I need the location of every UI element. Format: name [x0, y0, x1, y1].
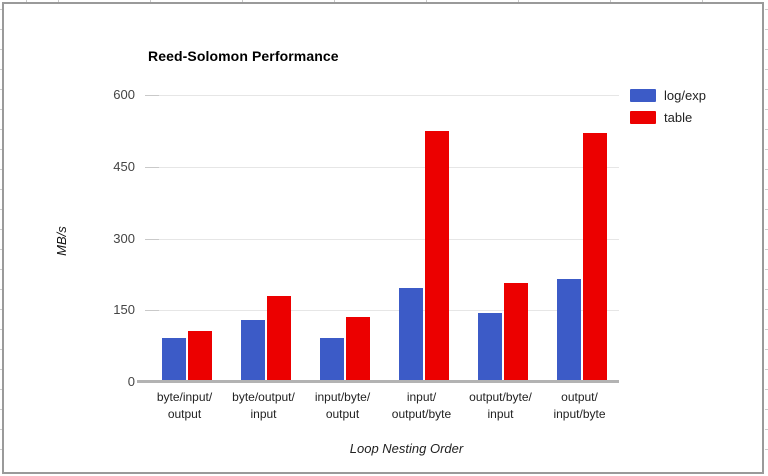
x-category-label-line: input/: [406, 390, 437, 404]
sheet-grid-ticks-right: [765, 9, 768, 469]
sheet-grid-ticks-top: [0, 0, 768, 2]
x-category-label-line: input: [250, 407, 277, 421]
x-category-label-line: input/byte/: [314, 390, 371, 404]
bar[interactable]: [399, 287, 423, 382]
legend: log/exp table: [630, 89, 706, 133]
legend-item: log/exp: [630, 89, 706, 102]
y-tick-label: 450: [113, 158, 135, 174]
bar[interactable]: [557, 278, 581, 382]
y-tick-label: 600: [113, 87, 135, 102]
x-category-label: output/input/byte: [540, 389, 619, 423]
bar[interactable]: [320, 338, 344, 382]
x-category-label-line: output: [325, 407, 360, 421]
x-category-label-line: input/byte: [553, 407, 606, 421]
bar[interactable]: [241, 320, 265, 382]
y-tick-label: 300: [113, 230, 135, 246]
y-axis-title: MB/s: [54, 226, 69, 256]
legend-label: log/exp: [664, 88, 706, 103]
gridline: [145, 95, 619, 96]
gridline: [145, 310, 619, 312]
bar[interactable]: [346, 317, 370, 382]
gridline: [145, 166, 619, 168]
bar[interactable]: [504, 283, 528, 382]
legend-label: table: [664, 110, 693, 125]
x-category-label-line: output/byte: [391, 407, 452, 421]
bar[interactable]: [478, 313, 502, 382]
y-tick-label: 0: [127, 374, 135, 389]
x-category-label: input/byte/output: [303, 389, 382, 423]
x-category-label-line: input: [487, 407, 514, 421]
x-category-label-line: byte/input/: [156, 390, 213, 404]
bar[interactable]: [425, 130, 449, 382]
bar[interactable]: [162, 338, 186, 382]
sheet-grid-ticks-left: [0, 9, 2, 469]
chart-title: Reed-Solomon Performance: [148, 48, 339, 64]
x-axis-title: Loop Nesting Order: [349, 441, 464, 456]
x-axis-baseline: [137, 380, 619, 383]
bar[interactable]: [267, 296, 291, 382]
y-tick-label: 150: [113, 302, 135, 318]
x-category-label-line: byte/output/: [232, 390, 295, 404]
x-category-label-line: output/: [561, 390, 598, 404]
x-category-label: output/byte/input: [461, 389, 540, 423]
x-category-label: input/output/byte: [382, 389, 461, 423]
x-category-label-line: output/byte/: [469, 390, 532, 404]
gridline: [145, 238, 619, 240]
legend-item: table: [630, 111, 706, 124]
x-category-label: byte/input/output: [145, 389, 224, 423]
x-category-label-line: output: [167, 407, 202, 421]
legend-swatch-icon: [630, 89, 656, 102]
bar[interactable]: [583, 133, 607, 382]
x-category-label: byte/output/input: [224, 389, 303, 423]
plot-area[interactable]: [137, 95, 619, 383]
legend-swatch-icon: [630, 111, 656, 124]
bar[interactable]: [188, 331, 212, 382]
